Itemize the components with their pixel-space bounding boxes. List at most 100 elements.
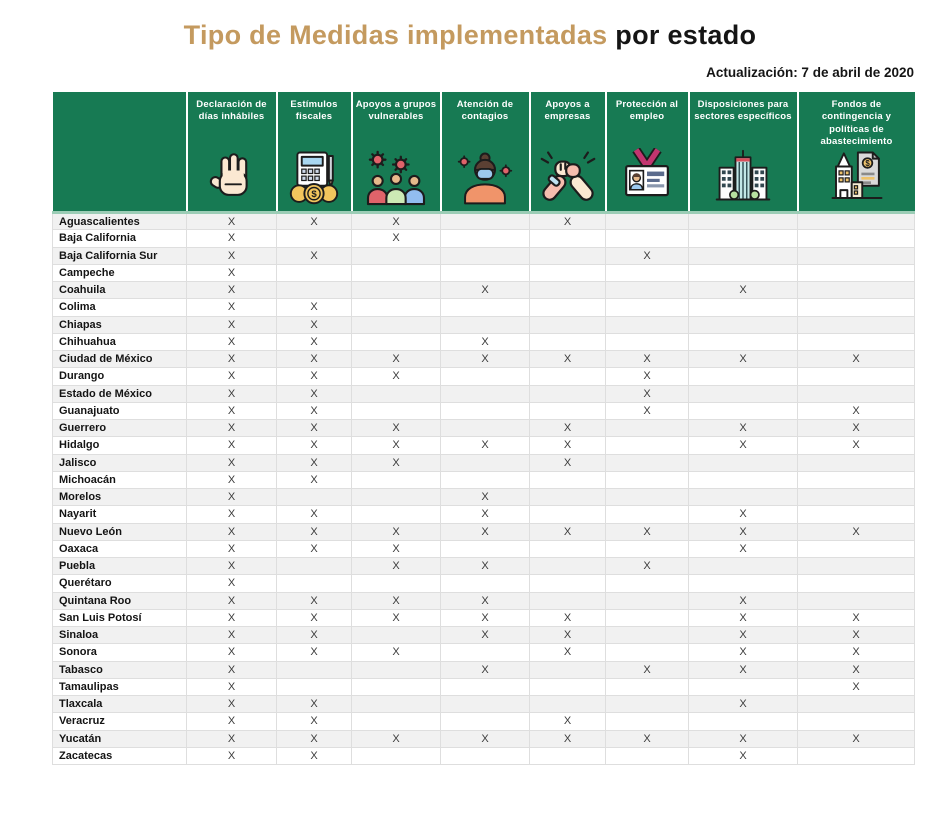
mark-cell (351, 574, 441, 593)
mark-cell (529, 574, 606, 593)
mark-cell (529, 470, 606, 490)
column-label: Disposiciones para sectores específicos (694, 99, 792, 123)
mark-cell (688, 453, 798, 472)
mark-cell: X (276, 539, 352, 559)
mark-cell: X (276, 384, 352, 403)
mark-cell (351, 470, 441, 490)
mark-cell (797, 470, 915, 490)
title-highlight: Tipo de Medidas implementadas (183, 20, 608, 50)
mark-cell: X (797, 436, 915, 455)
column-header-5: Apoyos a empresas (529, 92, 607, 214)
mark-cell: X (688, 522, 798, 541)
mark-cell: X (186, 625, 277, 645)
mark-cell: X (351, 367, 441, 386)
mark-cell: X (440, 349, 530, 369)
state-name: Tamaulipas (52, 677, 187, 697)
mark-cell: X (276, 401, 352, 421)
mark-cell: X (440, 505, 530, 524)
state-name: Morelos (52, 487, 187, 507)
mark-cell (605, 505, 689, 524)
mark-cell (440, 712, 530, 731)
mark-cell (276, 556, 352, 576)
mark-cell (797, 298, 915, 317)
mark-cell (605, 211, 689, 231)
mark-cell: X (688, 349, 798, 369)
mark-cell: X (276, 418, 352, 438)
mark-cell (688, 229, 798, 248)
mark-cell (440, 746, 530, 766)
state-name: Chiapas (52, 315, 187, 334)
mark-cell: X (276, 746, 352, 766)
mark-cell: X (529, 643, 606, 662)
mark-cell (440, 263, 530, 283)
table-row: Quintana Roo X X X X X (52, 591, 915, 610)
mark-cell (688, 470, 798, 490)
mark-cell (440, 229, 530, 248)
mark-cell: X (276, 608, 352, 628)
mark-cell (351, 384, 441, 403)
mark-cell (688, 401, 798, 421)
mark-cell (351, 246, 441, 265)
svg-text:$: $ (865, 159, 870, 168)
mark-cell: X (186, 315, 277, 334)
state-name: San Luis Potosí (52, 608, 187, 628)
mark-cell (529, 694, 606, 714)
mark-cell (688, 556, 798, 576)
mark-cell (688, 712, 798, 731)
mark-cell: X (605, 367, 689, 386)
table-row: Zacatecas X X X (52, 746, 915, 766)
mark-cell: X (688, 729, 798, 748)
mark-cell: X (276, 694, 352, 714)
mark-cell: X (351, 556, 441, 576)
mark-cell (797, 694, 915, 714)
column-label: Fondos de contingencia y políticas de ab… (820, 99, 893, 148)
state-name: Michoacán (52, 470, 187, 490)
mark-cell: X (186, 298, 277, 317)
mark-cell (440, 694, 530, 714)
mark-cell: X (186, 487, 277, 507)
mark-cell (688, 263, 798, 283)
mark-cell: X (186, 677, 277, 697)
mark-cell: X (605, 401, 689, 421)
state-name: Campeche (52, 263, 187, 283)
mark-cell (440, 298, 530, 317)
state-name: Aguascalientes (52, 211, 187, 231)
mark-cell (351, 315, 441, 334)
measures-table: Declaración de días inhábiles Estímulos … (52, 92, 915, 766)
mark-cell (276, 229, 352, 248)
mark-cell: X (276, 332, 352, 352)
mark-cell (440, 315, 530, 334)
mark-cell (797, 367, 915, 386)
mark-cell (529, 246, 606, 265)
mark-cell: X (605, 729, 689, 748)
mark-cell: X (797, 643, 915, 662)
mark-cell (440, 470, 530, 490)
mark-cell (605, 453, 689, 472)
mark-cell (797, 574, 915, 593)
mark-cell (797, 539, 915, 559)
column-label: Estímulos fiscales (290, 99, 338, 123)
stop-hand-icon (206, 148, 258, 211)
mark-cell: X (529, 211, 606, 231)
mark-cell: X (351, 453, 441, 472)
mark-cell: X (688, 418, 798, 438)
mark-cell: X (797, 401, 915, 421)
mark-cell (605, 574, 689, 593)
column-header-6: Protección al empleo (605, 92, 690, 214)
mark-cell: X (186, 349, 277, 369)
mark-cell (605, 608, 689, 628)
mark-cell: X (605, 246, 689, 265)
state-name: Estado de México (52, 384, 187, 403)
mark-cell: X (351, 643, 441, 662)
mark-cell: X (688, 643, 798, 662)
mark-cell: X (605, 522, 689, 541)
mark-cell: X (529, 608, 606, 628)
mark-cell: X (186, 453, 277, 472)
mark-cell: X (529, 712, 606, 731)
mark-cell (605, 229, 689, 248)
mark-cell: X (688, 591, 798, 610)
state-name: Nuevo León (52, 522, 187, 541)
mark-cell (440, 367, 530, 386)
table-row: Sinaloa X X X X X X (52, 625, 915, 645)
mark-cell (529, 660, 606, 679)
